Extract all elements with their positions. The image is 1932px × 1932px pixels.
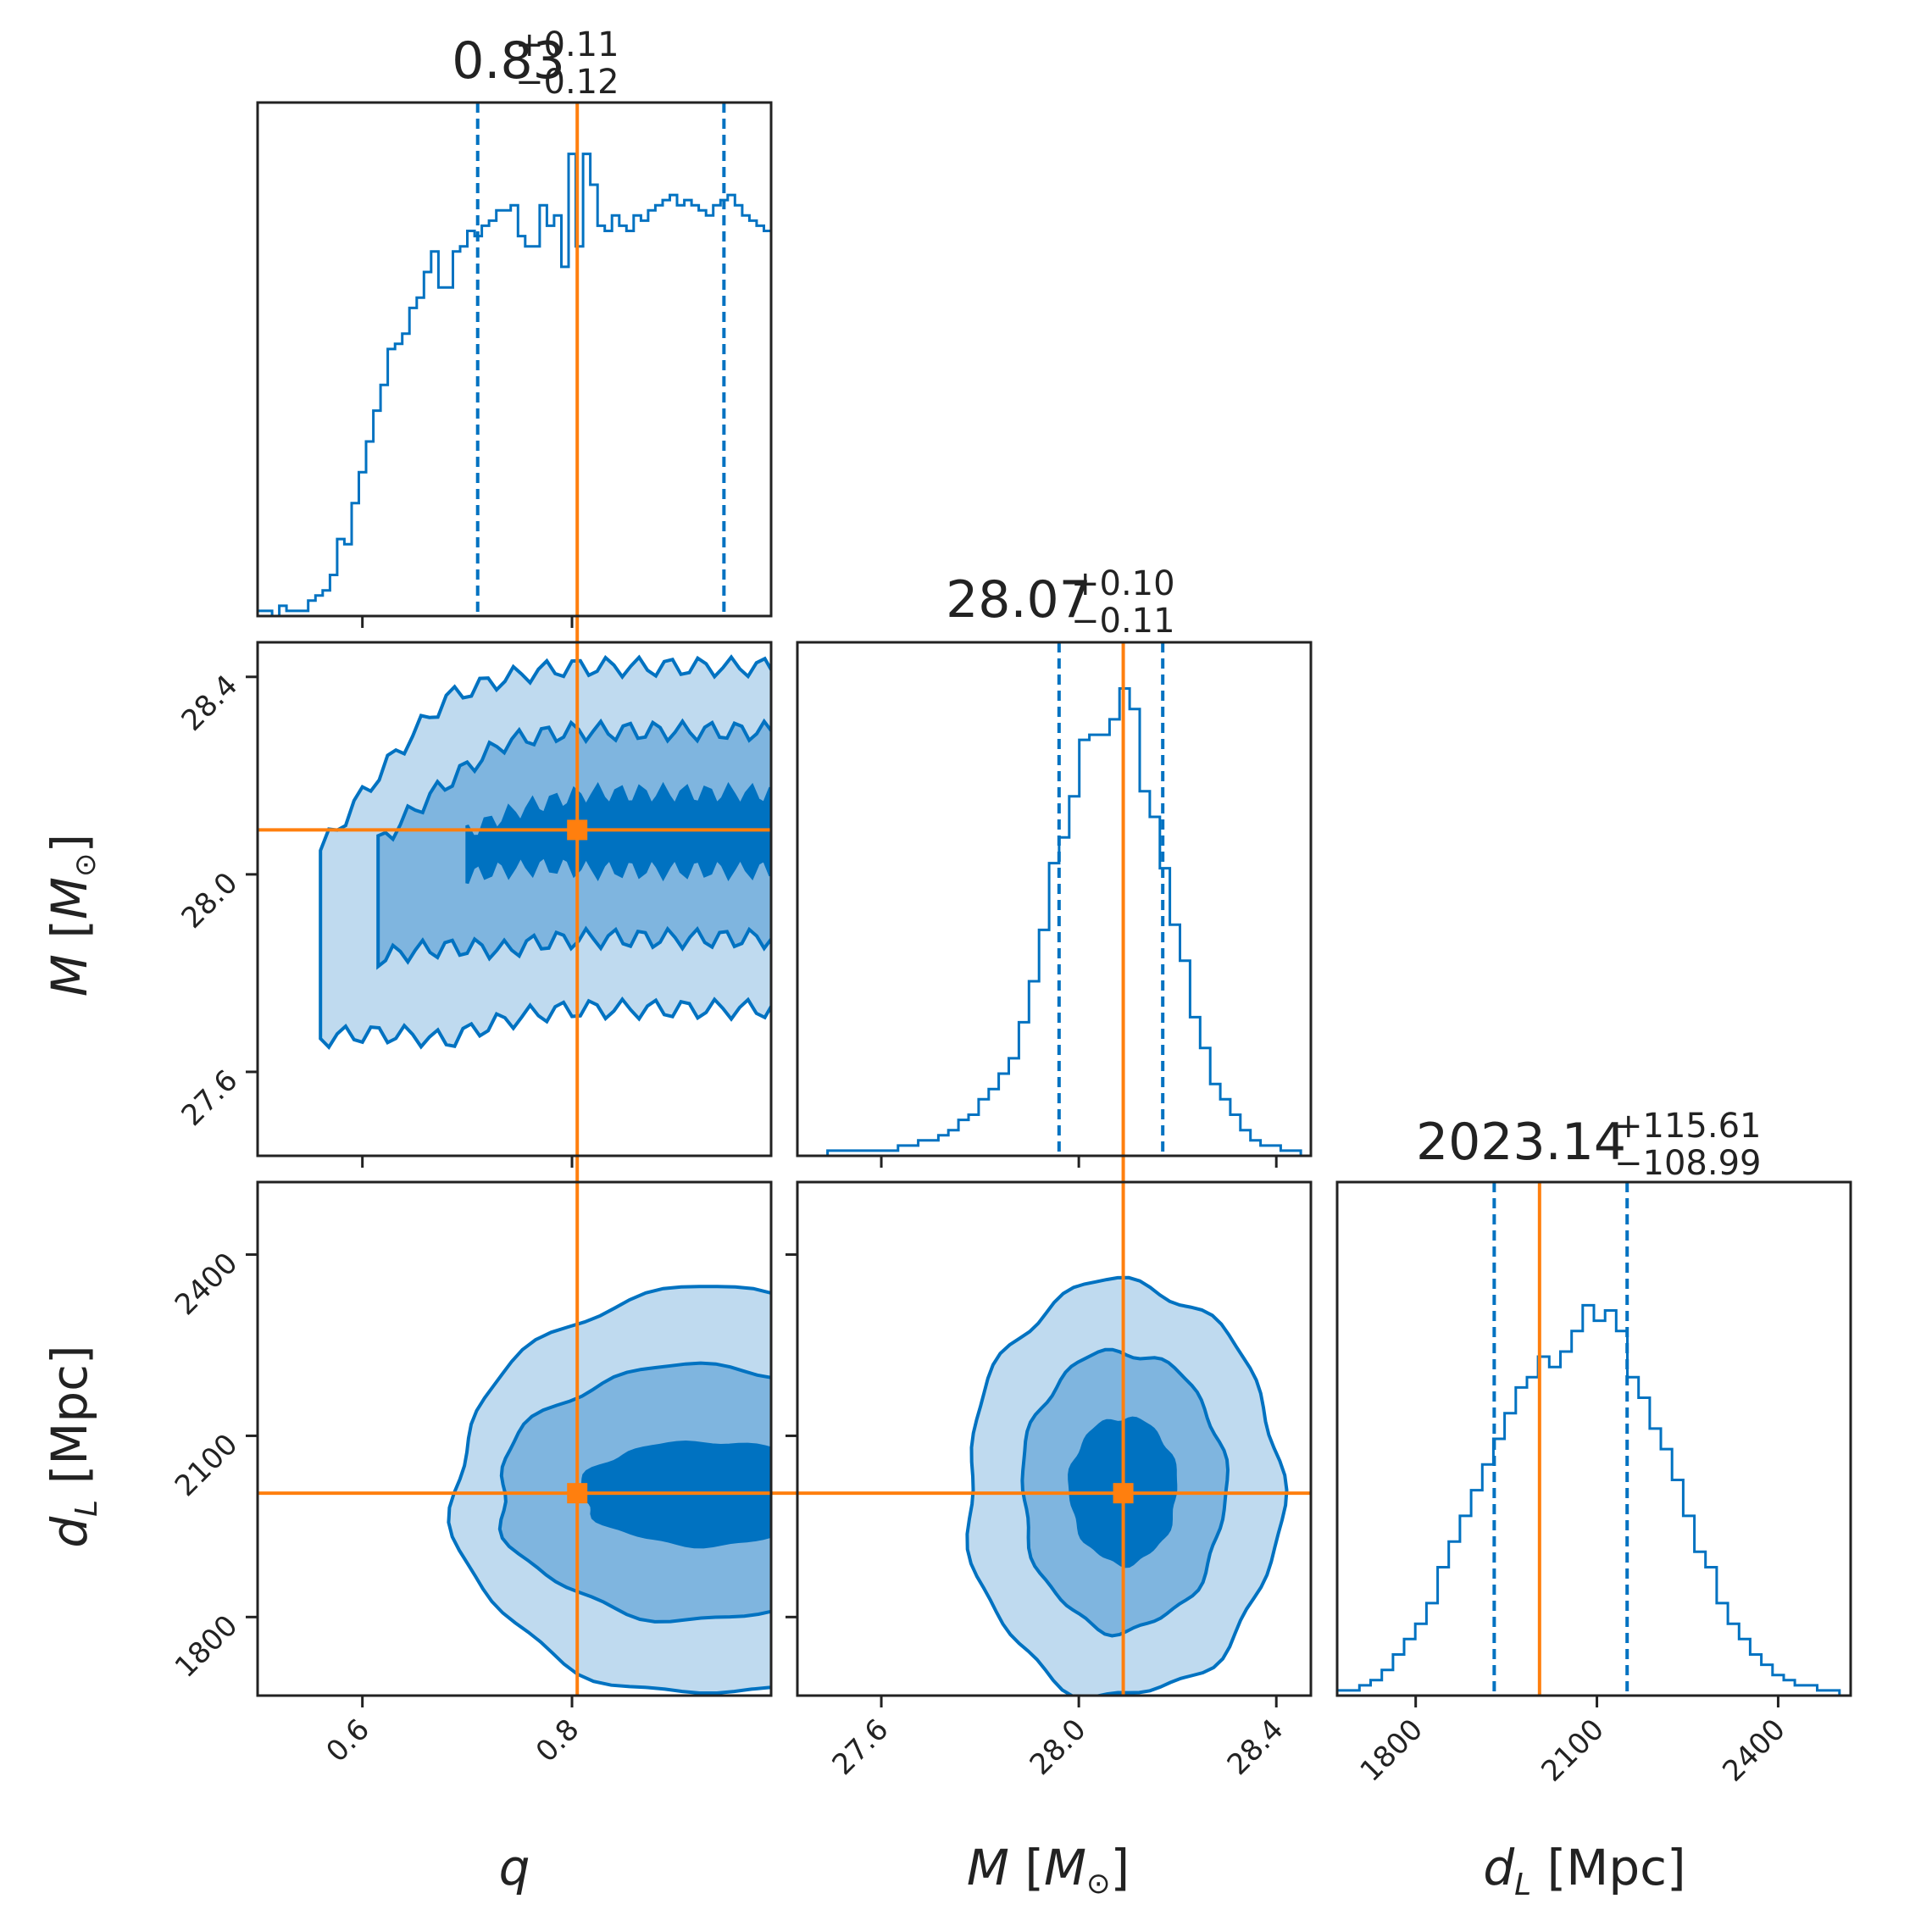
title-dL: 2023.14 [1416, 1113, 1626, 1172]
title-q-median: 0.83 [452, 31, 565, 91]
histogram-q [256, 153, 771, 618]
truth-marker-q-M [567, 819, 588, 841]
title-dL-plus: +115.61 [1614, 1107, 1761, 1146]
y-tick-label-dL-2: 2400 [169, 1246, 244, 1322]
title-q-minus: −0.12 [515, 63, 619, 102]
y-tick-label-dL-0: 1800 [169, 1608, 244, 1684]
x-tick-label-q-0: 0.6 [320, 1713, 377, 1769]
x-tick-label-q-1: 0.8 [530, 1713, 586, 1769]
y-tick-label-M-0: 27.6 [175, 1063, 245, 1133]
panel-frame-2-1 [796, 1180, 1313, 1697]
title-M-plus: +0.10 [1071, 564, 1175, 603]
x-axis-label-q: q [499, 1839, 530, 1896]
contour-group [447, 1285, 771, 1695]
x-tick-label-dL-0: 1800 [1354, 1713, 1430, 1788]
panel-frame-2-0 [256, 1180, 773, 1697]
title-M-minus: −0.11 [1071, 602, 1175, 641]
contours-q-M [319, 654, 771, 1051]
panel-frame-0-0 [256, 101, 773, 618]
x-tick-label-dL-1: 2100 [1535, 1713, 1610, 1788]
histogram-layer [256, 153, 1851, 1697]
x-tick-label-M-2: 28.4 [1221, 1713, 1291, 1782]
panel-frame-2-2 [1335, 1180, 1852, 1697]
x-axis-label-M: M [M⊙] [967, 1839, 1130, 1901]
panel-frame-1-1 [796, 641, 1313, 1158]
x-tick-label-M-0: 27.6 [826, 1713, 896, 1782]
title-dL-minus: −108.99 [1614, 1144, 1761, 1183]
title-q-plus: +0.11 [515, 25, 619, 64]
contour-level-3 [465, 781, 771, 885]
title-M: 28.07 [946, 570, 1091, 630]
tick-marks [246, 616, 1779, 1707]
y-tick-label-M-1: 28.0 [175, 866, 245, 935]
title-M-median: 28.07 [946, 570, 1091, 630]
panel-frame-1-0 [256, 641, 773, 1158]
x-axis-label-dL: dL [Mpc] [1483, 1839, 1685, 1902]
truth-marker-q-dL [567, 1483, 588, 1504]
title-q: 0.83 [452, 31, 565, 91]
y-tick-label-dL-1: 2100 [169, 1428, 244, 1503]
histogram-dL [1335, 1303, 1851, 1697]
x-tick-label-dL-2: 2400 [1716, 1713, 1791, 1788]
title-dL-median: 2023.14 [1416, 1113, 1626, 1172]
contour-group [319, 654, 771, 1051]
y-axis-label-M: M [M⊙] [41, 834, 103, 997]
histogram-M [797, 687, 1311, 1158]
y-tick-label-M-2: 28.4 [175, 669, 245, 738]
truth-marker-M-dL [1113, 1483, 1134, 1504]
panel-frames [256, 101, 1852, 1697]
x-tick-label-M-1: 28.0 [1024, 1713, 1093, 1782]
y-axis-label-dL: dL [Mpc] [41, 1345, 104, 1547]
truth-and-quantile-lines [258, 103, 1629, 1696]
contours-q-dL [447, 1285, 771, 1695]
